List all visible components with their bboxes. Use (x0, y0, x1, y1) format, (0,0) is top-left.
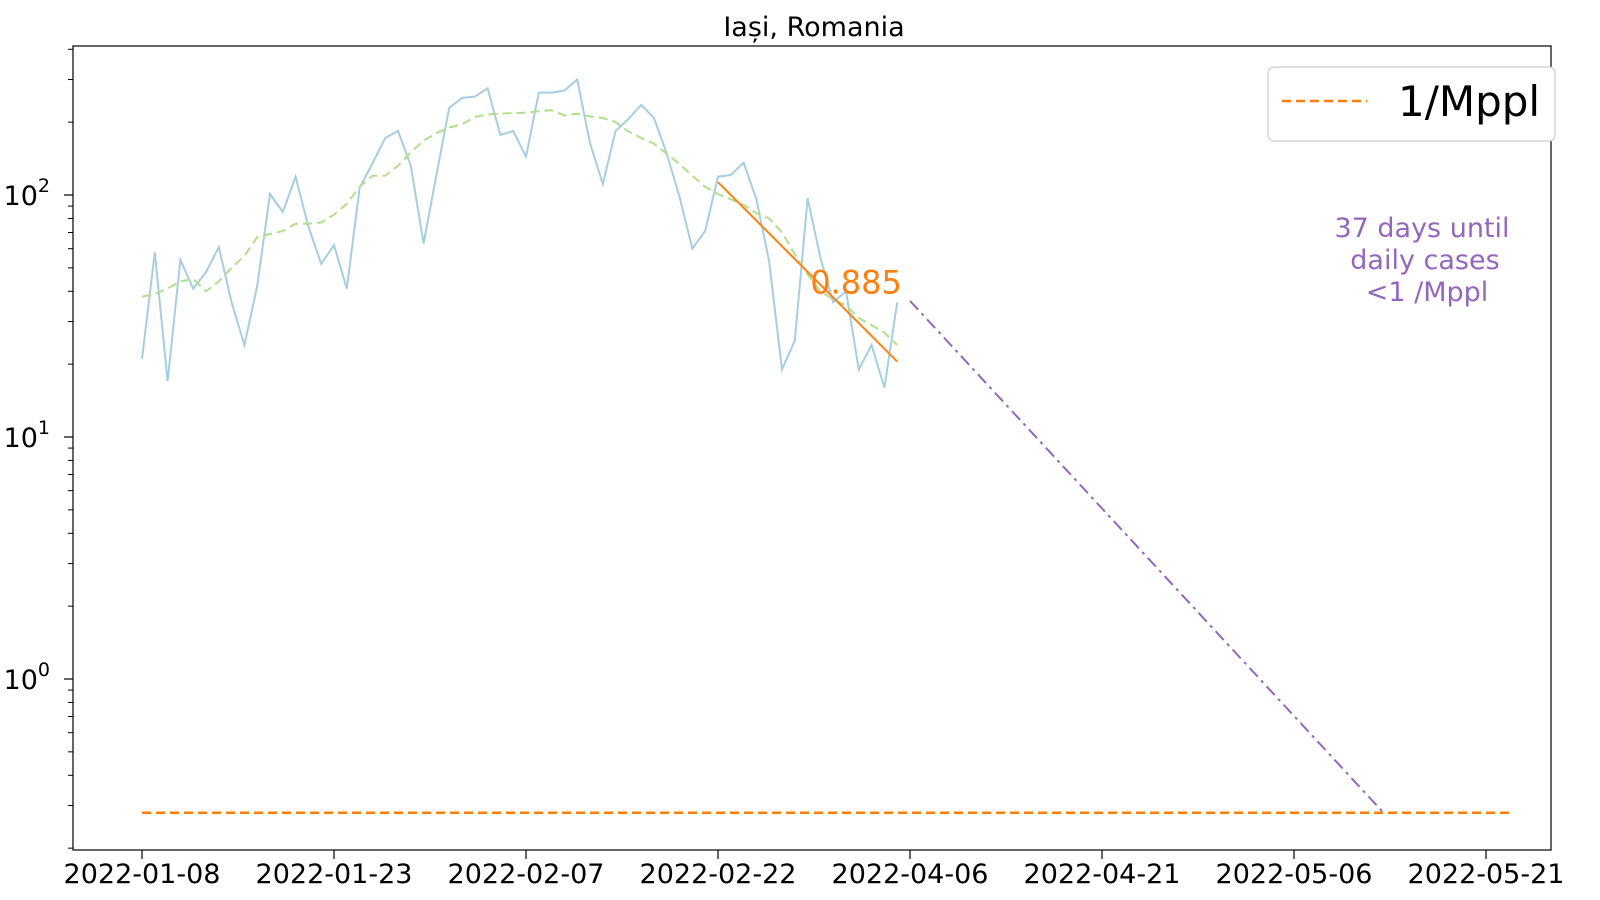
x-tick-label: 2022-04-21 (1024, 859, 1181, 890)
x-axis: 2022-01-08 2022-01-23 2022-02-07 2022-02-22… (64, 850, 1565, 890)
y-tick-label: 100 (4, 659, 50, 696)
x-tick-label: 2022-01-23 (256, 859, 413, 890)
annotation-line-3: <1 /Mppl (1366, 277, 1489, 308)
y-tick-label: 101 (4, 417, 50, 454)
y-axis: 100 101 102 (4, 48, 73, 849)
x-tick-label: 2022-05-21 (1408, 859, 1565, 890)
x-tick-label: 2022-01-08 (64, 859, 221, 890)
series-projection-line (909, 300, 1385, 814)
plot-frame (72, 45, 1552, 851)
annotation-line-2: daily cases (1350, 245, 1499, 276)
chart-title: Iași, Romania (723, 12, 904, 43)
series-daily-line (141, 77, 899, 388)
series-smoothed-line (141, 109, 898, 346)
legend: 1/Mppl (1267, 66, 1556, 142)
series-layer (141, 77, 1512, 815)
legend-label-1-mppl: 1/Mppl (1398, 77, 1540, 126)
x-tick-label: 2022-02-07 (448, 859, 605, 890)
annotation-line-1: 37 days until (1334, 213, 1509, 244)
legend-box (1267, 66, 1556, 142)
days-until-annotation: 37 days until daily cases <1 /Mppl (1334, 213, 1509, 308)
series-fit-line (717, 181, 898, 363)
x-tick-label: 2022-02-22 (640, 859, 797, 890)
x-tick-label: 2022-04-06 (832, 859, 989, 890)
x-tick-label: 2022-05-06 (1216, 859, 1373, 890)
fit-rate-label: 0.885 (810, 263, 902, 301)
y-tick-label: 102 (4, 175, 50, 212)
